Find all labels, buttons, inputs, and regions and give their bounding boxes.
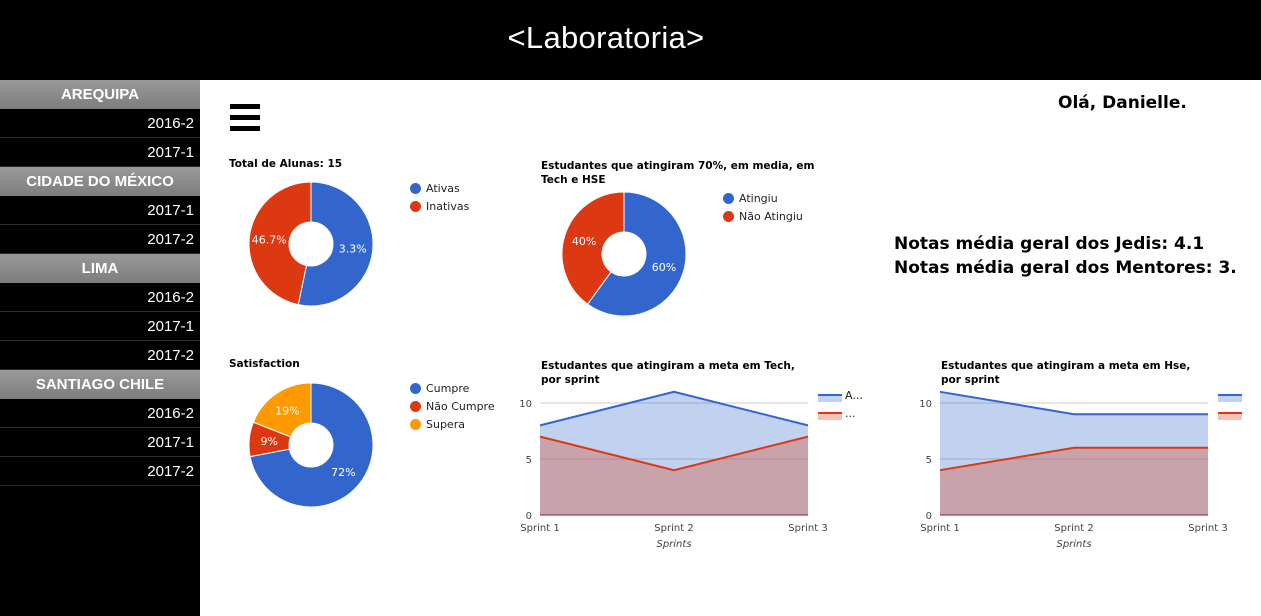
legend-swatch bbox=[1218, 395, 1242, 402]
sidebar-generation[interactable]: 2017-1 bbox=[0, 428, 200, 457]
chart-title-total-alunas: Total de Alunas: 15 bbox=[229, 158, 343, 170]
jedis-average: Notas média geral dos Jedis: 4.1 bbox=[894, 234, 1205, 254]
menu-icon[interactable] bbox=[230, 104, 260, 131]
sidebar-city[interactable]: CIDADE DO MÉXICO bbox=[0, 167, 200, 196]
legend-label: Inativas bbox=[426, 199, 470, 213]
legend-dot-icon bbox=[723, 210, 734, 222]
legend-item[interactable]: Inativas bbox=[410, 197, 469, 215]
sidebar-generation[interactable]: 2017-2 bbox=[0, 225, 200, 254]
legend-dot-icon bbox=[410, 182, 421, 194]
sidebar-city[interactable]: SANTIAGO CHILE bbox=[0, 370, 200, 399]
chart-title-meta-hse: Estudantes que atingiram a meta em Hse, … bbox=[941, 360, 1191, 386]
legend-label: Ativas bbox=[426, 181, 460, 195]
x-tick-label: Sprint 3 bbox=[1188, 523, 1227, 534]
x-tick-label: Sprint 3 bbox=[788, 523, 827, 534]
area-fill bbox=[940, 391, 1208, 515]
sidebar-city[interactable]: AREQUIPA bbox=[0, 80, 200, 109]
area-fill bbox=[940, 447, 1208, 515]
legend-swatch bbox=[1218, 413, 1242, 420]
pie-slice[interactable] bbox=[248, 181, 312, 306]
legend-total-alunas: Ativas Inativas bbox=[410, 179, 469, 215]
pie-slice[interactable] bbox=[249, 382, 374, 508]
y-tick-label: 5 bbox=[526, 455, 532, 466]
chart-title-satisfaction: Satisfaction bbox=[229, 358, 300, 370]
sidebar-generation[interactable]: 2017-2 bbox=[0, 457, 200, 486]
sidebar-generation[interactable]: 2017-1 bbox=[0, 312, 200, 341]
pie-slice-label: 3.3% bbox=[339, 242, 367, 255]
sidebar-generation[interactable]: 2017-1 bbox=[0, 138, 200, 167]
laboratoria-logo[interactable]: <Laboratoria> bbox=[507, 20, 705, 55]
legend-satisfaction: Cumpre Não Cumpre Supera bbox=[410, 379, 495, 433]
pie-chart-satisfaction: 72% 9% 19% bbox=[248, 382, 374, 508]
y-tick-label: 0 bbox=[526, 511, 532, 522]
pie-slice[interactable] bbox=[586, 191, 687, 317]
series-line[interactable] bbox=[939, 446, 1208, 472]
series-line[interactable] bbox=[939, 390, 1208, 416]
legend-dot-icon bbox=[410, 400, 421, 412]
legend-label: Não Cumpre bbox=[426, 399, 495, 413]
notes-summary: Notas média geral dos Jedis: 4.1 Notas m… bbox=[894, 232, 1237, 280]
sidebar-generation[interactable]: 2016-2 bbox=[0, 109, 200, 138]
area-chart-meta-tech: 0 5 10 Sprint 1 Sprint 2 Sprint 3 Sprints A....… bbox=[519, 389, 863, 550]
legend-label: Não Atingiu bbox=[739, 209, 803, 223]
legend-item[interactable]: Não Atingiu bbox=[723, 207, 803, 225]
chart-title-atingiram-70: Estudantes que atingiram 70%, em media, … bbox=[541, 160, 815, 186]
sidebar: AREQUIPA 2016-2 2017-1 CIDADE DO MÉXICO 2017… bbox=[0, 80, 200, 616]
series-line[interactable] bbox=[539, 435, 809, 472]
legend-dot-icon bbox=[723, 192, 734, 204]
legend-dot-icon bbox=[410, 418, 421, 430]
x-tick-label: Sprint 1 bbox=[520, 523, 559, 534]
area-fill bbox=[540, 391, 808, 515]
pie-slice[interactable] bbox=[297, 181, 374, 307]
sidebar-generation[interactable]: 2016-2 bbox=[0, 399, 200, 428]
x-tick-label: Sprint 2 bbox=[1054, 523, 1093, 534]
top-bar: <Laboratoria> bbox=[0, 0, 1261, 80]
y-tick-label: 0 bbox=[926, 511, 932, 522]
pie-slice-label: 46.7% bbox=[252, 234, 287, 247]
legend-label: Supera bbox=[426, 417, 465, 431]
sidebar-generation[interactable]: 2016-2 bbox=[0, 283, 200, 312]
pie-chart-total-alunas: 3.3% 46.7% bbox=[248, 181, 374, 307]
pie-slice-label: 60% bbox=[652, 261, 676, 274]
legend-swatch bbox=[818, 413, 842, 420]
pie-slice[interactable] bbox=[561, 191, 625, 305]
legend-dot-icon bbox=[410, 200, 421, 212]
legend-item[interactable]: Atingiu bbox=[723, 189, 803, 207]
chart-title-meta-tech: Estudantes que atingiram a meta em Tech,… bbox=[541, 360, 795, 386]
mentors-average: Notas média geral dos Mentores: 3. bbox=[894, 258, 1237, 278]
pie-slice-label: 19% bbox=[275, 404, 299, 417]
sidebar-city[interactable]: LIMA bbox=[0, 254, 200, 283]
legend-atingiram-70: Atingiu Não Atingiu bbox=[723, 189, 803, 225]
series-line[interactable] bbox=[539, 390, 809, 427]
legend-item[interactable]: Ativas bbox=[410, 179, 469, 197]
x-axis-label: Sprints bbox=[656, 539, 691, 550]
legend-swatch bbox=[818, 395, 842, 402]
legend-label[interactable]: A... bbox=[845, 389, 863, 402]
legend-label: Atingiu bbox=[739, 191, 778, 205]
pie-slice-label: 40% bbox=[572, 235, 596, 248]
legend-item[interactable]: Cumpre bbox=[410, 379, 495, 397]
legend-item[interactable]: Supera bbox=[410, 415, 495, 433]
pie-slice-label: 72% bbox=[331, 466, 355, 479]
sidebar-generation[interactable]: 2017-2 bbox=[0, 341, 200, 370]
legend-label[interactable]: ... bbox=[845, 407, 856, 420]
y-tick-label: 5 bbox=[926, 455, 932, 466]
x-axis-label: Sprints bbox=[1056, 539, 1091, 550]
x-tick-label: Sprint 2 bbox=[654, 523, 693, 534]
area-fill bbox=[540, 436, 808, 515]
sidebar-generation[interactable]: 2017-1 bbox=[0, 196, 200, 225]
x-tick-label: Sprint 1 bbox=[920, 523, 959, 534]
pie-chart-atingiram-70: 60% 40% bbox=[561, 191, 687, 317]
y-tick-label: 10 bbox=[519, 399, 532, 410]
y-tick-label: 10 bbox=[919, 399, 932, 410]
legend-dot-icon bbox=[410, 382, 421, 394]
pie-slice-label: 9% bbox=[260, 435, 277, 448]
area-chart-meta-hse: 0 5 10 Sprint 1 Sprint 2 Sprint 3 Sprints bbox=[919, 390, 1242, 550]
pie-slice[interactable] bbox=[252, 382, 312, 438]
greeting: Olá, Danielle. bbox=[1058, 93, 1187, 113]
legend-label: Cumpre bbox=[426, 381, 470, 395]
legend-item[interactable]: Não Cumpre bbox=[410, 397, 495, 415]
